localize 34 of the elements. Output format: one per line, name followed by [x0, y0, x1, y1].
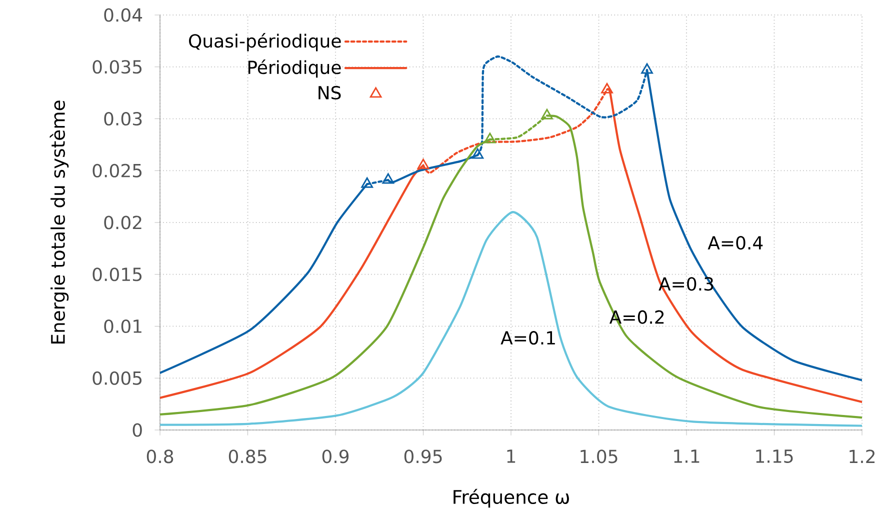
- x-tick-label: 1.05: [580, 450, 618, 464]
- legend-label: NS: [318, 86, 341, 100]
- x-tick-label: 0.9: [322, 450, 349, 464]
- x-tick-label: 0.85: [228, 450, 266, 464]
- point: [541, 108, 553, 120]
- y-tick-label: 0: [132, 423, 142, 437]
- x-tick-label: 1: [507, 450, 516, 463]
- legend-label: Quasi-périodique: [189, 33, 341, 52]
- point: [382, 173, 394, 184]
- y-tick-label: 0.005: [92, 371, 142, 385]
- point: [484, 132, 496, 144]
- y-tick-label: 0.04: [104, 8, 142, 22]
- line-series: [160, 211, 862, 427]
- x-tick-label: 1.15: [756, 450, 793, 463]
- x-tick-label: 1.2: [850, 450, 875, 463]
- y-tick-label: 0.015: [92, 268, 142, 282]
- y-tick-label: 0.03: [104, 112, 142, 126]
- point: [361, 177, 374, 188]
- y-axis-title: Energie totale du système: [50, 100, 69, 344]
- annotation: A=0.1: [500, 331, 555, 345]
- point: [601, 82, 613, 94]
- x-tick-label: 0.8: [146, 450, 174, 464]
- x-tick-label: 0.95: [404, 450, 442, 464]
- point: [641, 63, 653, 74]
- point: [472, 148, 484, 159]
- y-tick-label: 0.025: [92, 164, 142, 178]
- annotation: A=0.4: [708, 236, 763, 250]
- x-axis-title: Fréquence ω: [454, 488, 569, 508]
- y-tick-label: 0.01: [104, 319, 142, 334]
- y-tick-label: 0.02: [104, 216, 142, 230]
- y-tick-label: 0.035: [92, 60, 142, 74]
- point: [417, 158, 430, 170]
- x-tick-label: 1.1: [674, 450, 700, 463]
- legend-label: Périodique: [248, 59, 341, 78]
